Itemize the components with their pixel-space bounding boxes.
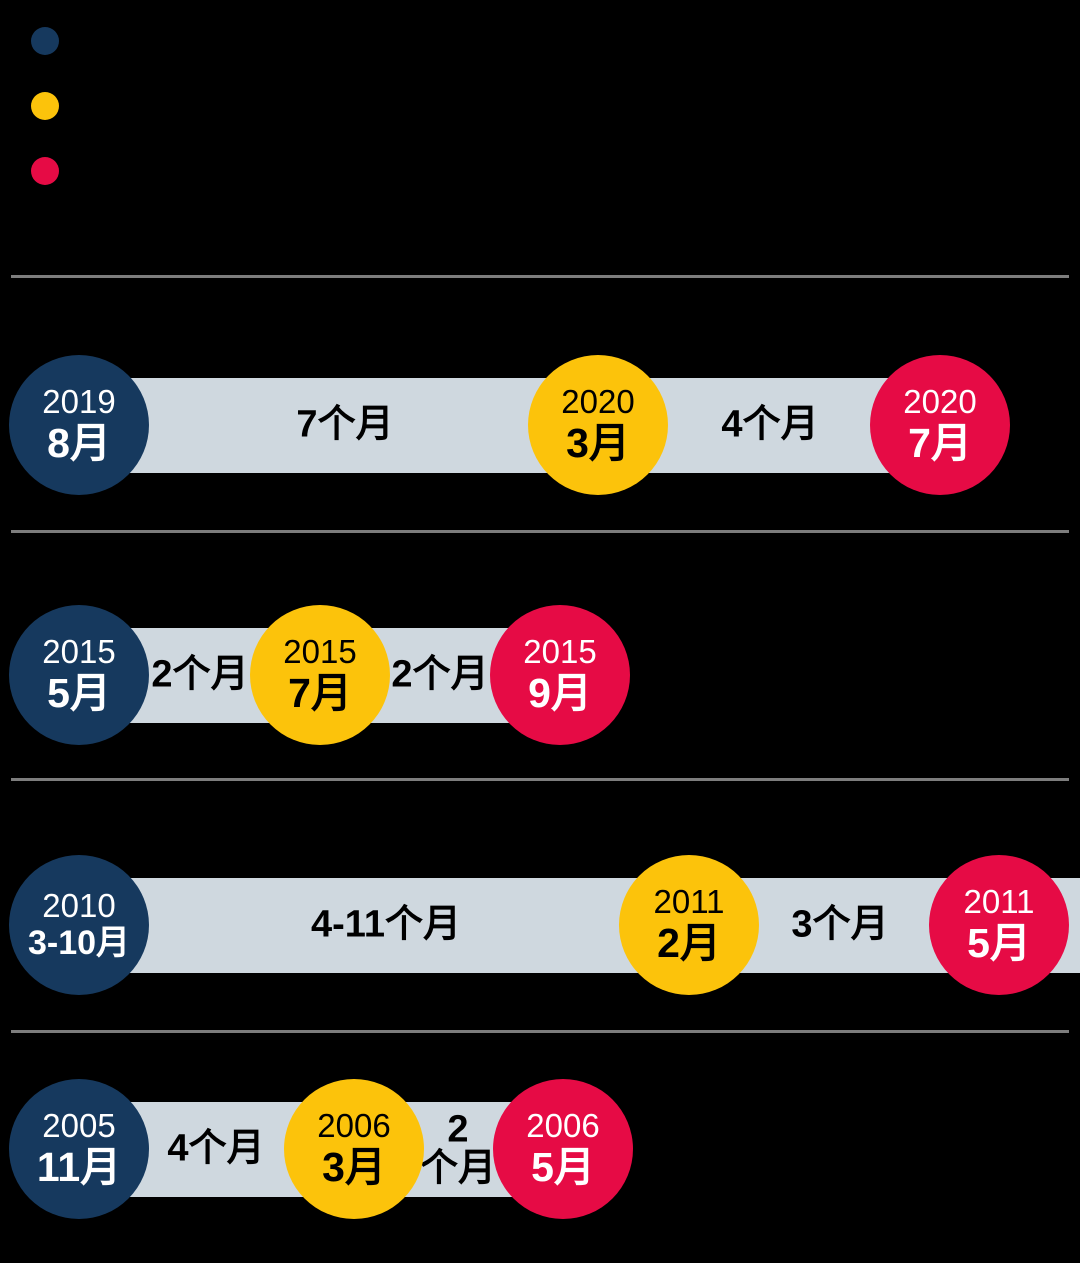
- node-year: 2020: [903, 383, 977, 421]
- node-year: 2006: [526, 1107, 600, 1145]
- node-month: 5月: [531, 1144, 595, 1191]
- node-year: 2015: [283, 633, 357, 671]
- row-divider: [11, 778, 1069, 781]
- interval-label: 2个月: [391, 653, 489, 696]
- timeline-node-navy: 2010 3-10月: [9, 855, 149, 995]
- node-month: 5月: [967, 920, 1031, 967]
- interval-label: 4个月: [721, 403, 819, 446]
- timeline-node-yellow: 2011 2月: [619, 855, 759, 995]
- interval-label: 4-11个月: [311, 903, 461, 946]
- timeline-bar: [79, 377, 940, 473]
- timeline-node-red: 2015 9月: [490, 605, 630, 745]
- interval-label: 7个月: [296, 403, 394, 446]
- timeline-bar: [79, 877, 1080, 973]
- timeline-node-yellow: 2020 3月: [528, 355, 668, 495]
- node-year: 2005: [42, 1107, 116, 1145]
- legend-swatch-red: [31, 157, 59, 185]
- timeline-node-navy: 2005 11月: [9, 1079, 149, 1219]
- node-month: 7月: [908, 420, 972, 467]
- node-month: 3月: [322, 1144, 386, 1191]
- interval-label: 2个月: [151, 653, 249, 696]
- legend-swatch-yellow: [31, 92, 59, 120]
- timeline-node-navy: 2019 8月: [9, 355, 149, 495]
- node-month: 3月: [566, 420, 630, 467]
- node-month: 11月: [36, 1144, 122, 1191]
- legend-swatch-navy: [31, 27, 59, 55]
- node-year: 2006: [317, 1107, 391, 1145]
- timeline-node-navy: 2015 5月: [9, 605, 149, 745]
- node-month: 2月: [657, 920, 721, 967]
- node-month: 7月: [288, 670, 352, 717]
- node-month: 8月: [47, 420, 111, 467]
- interval-label: 3个月: [791, 903, 889, 946]
- node-month: 5月: [47, 670, 111, 717]
- node-year: 2019: [42, 383, 116, 421]
- interval-label: 4个月: [167, 1127, 265, 1170]
- node-month: 9月: [528, 670, 592, 717]
- node-year: 2010: [42, 887, 116, 925]
- timeline-node-red: 2006 5月: [493, 1079, 633, 1219]
- node-year: 2015: [42, 633, 116, 671]
- row-divider: [11, 1030, 1069, 1033]
- timeline-node-red: 2011 5月: [929, 855, 1069, 995]
- node-year: 2011: [963, 883, 1035, 921]
- node-year: 2015: [523, 633, 597, 671]
- node-year: 2020: [561, 383, 635, 421]
- node-year: 2011: [653, 883, 725, 921]
- row-divider: [11, 275, 1069, 278]
- timeline-node-red: 2020 7月: [870, 355, 1010, 495]
- timeline-node-yellow: 2015 7月: [250, 605, 390, 745]
- node-month: 3-10月: [27, 924, 131, 963]
- row-divider: [11, 530, 1069, 533]
- timeline-node-yellow: 2006 3月: [284, 1079, 424, 1219]
